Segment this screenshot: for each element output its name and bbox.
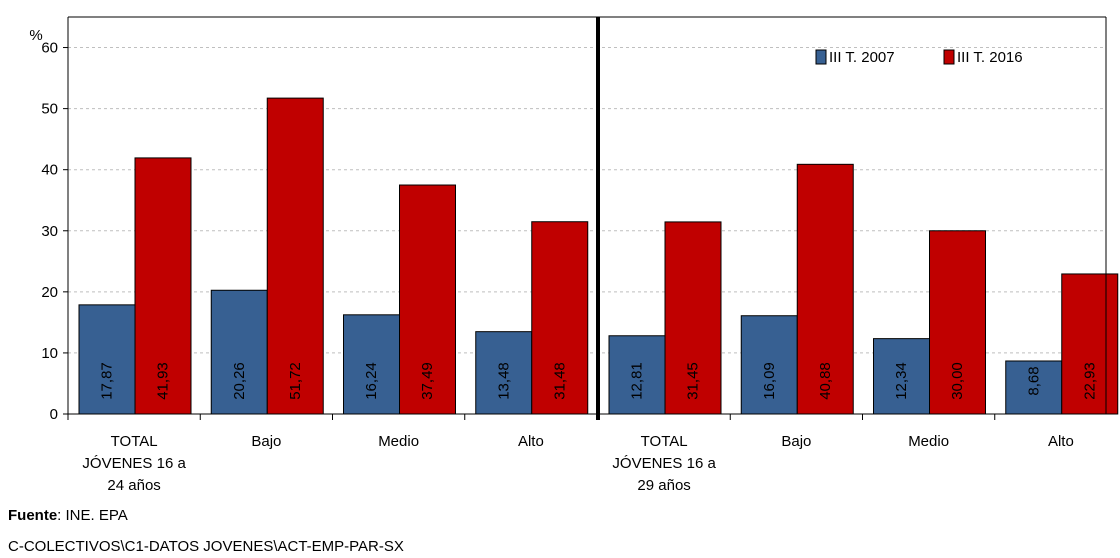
category-label: Bajo [251, 433, 281, 450]
axes-layer [63, 16, 1107, 420]
bar-value-label: 41,93 [155, 362, 172, 400]
category-label: 29 años [637, 477, 690, 494]
bar [796, 163, 854, 415]
bar-value-label: 20,26 [231, 362, 248, 400]
bar [531, 221, 589, 415]
bar-value-label: 37,49 [419, 362, 436, 400]
bar-value-label: 13,48 [495, 362, 512, 400]
bar [608, 335, 666, 415]
bar [664, 221, 722, 415]
bar [343, 314, 400, 415]
bar-value-label: 31,45 [685, 362, 702, 400]
y-tick-label: 40 [41, 162, 58, 179]
y-tick-label: 60 [41, 40, 58, 57]
labels-layer: 0 10 20 30 40 50 60% 17,87 41,93 TOTAL JÓVENES 16 … [29, 27, 1098, 494]
bar-chart: 0 10 20 30 40 50 60% 17,87 41,93 TOTAL JÓVENES 16 … [29, 16, 1119, 494]
y-tick-label: 10 [41, 345, 58, 362]
category-label: JÓVENES 16 a [82, 455, 186, 472]
legend-swatch [943, 49, 955, 65]
category-label: Medio [378, 433, 419, 450]
bar-value-label: 30,00 [949, 362, 966, 400]
bar [210, 289, 268, 415]
source-note: Fuente: INE. EPA [8, 507, 128, 525]
bar-value-label: 12,34 [893, 362, 910, 400]
y-tick-label: 30 [41, 223, 58, 240]
legend-label: III T. 2016 [957, 49, 1023, 66]
legend-label: III T. 2007 [829, 49, 895, 66]
bar-value-label: 22,93 [1081, 362, 1098, 400]
legend-swatch [815, 49, 827, 65]
category-label: 24 años [107, 477, 160, 494]
category-label: JÓVENES 16 a [612, 455, 716, 472]
y-tick-label: 50 [41, 101, 58, 118]
category-label: Bajo [781, 433, 811, 450]
y-tick-label: 20 [41, 284, 58, 301]
bar [78, 304, 136, 415]
bars-layer [78, 97, 1119, 415]
y-axis-unit-label: % [29, 27, 42, 44]
bar-value-label: 31,48 [551, 362, 568, 400]
source-label: Fuente [8, 507, 58, 524]
bar-value-label: 17,87 [99, 362, 116, 400]
y-tick-label: 0 [50, 406, 58, 423]
bar [399, 184, 456, 415]
source-text: : INE. EPA [57, 507, 128, 524]
bar-value-label: 16,09 [761, 362, 778, 400]
bar-value-label: 51,72 [287, 362, 304, 400]
bar [929, 230, 986, 415]
bar-value-label: 40,88 [817, 362, 834, 400]
category-label: Alto [1048, 433, 1074, 450]
bar [740, 315, 798, 415]
category-label: TOTAL [111, 433, 158, 450]
bar [266, 97, 324, 415]
category-label: Medio [908, 433, 949, 450]
bar-value-label: 16,24 [363, 362, 380, 400]
category-label: TOTAL [641, 433, 688, 450]
bar [1061, 273, 1119, 415]
category-label: Alto [518, 433, 544, 450]
legend: III T. 2007 III T. 2016 [815, 49, 1023, 66]
bar-value-label: 12,81 [629, 362, 646, 400]
file-path-note: C-COLECTIVOS\C1-DATOS JOVENES\ACT-EMP-PA… [8, 538, 404, 555]
bar-value-label: 8,68 [1025, 366, 1042, 395]
